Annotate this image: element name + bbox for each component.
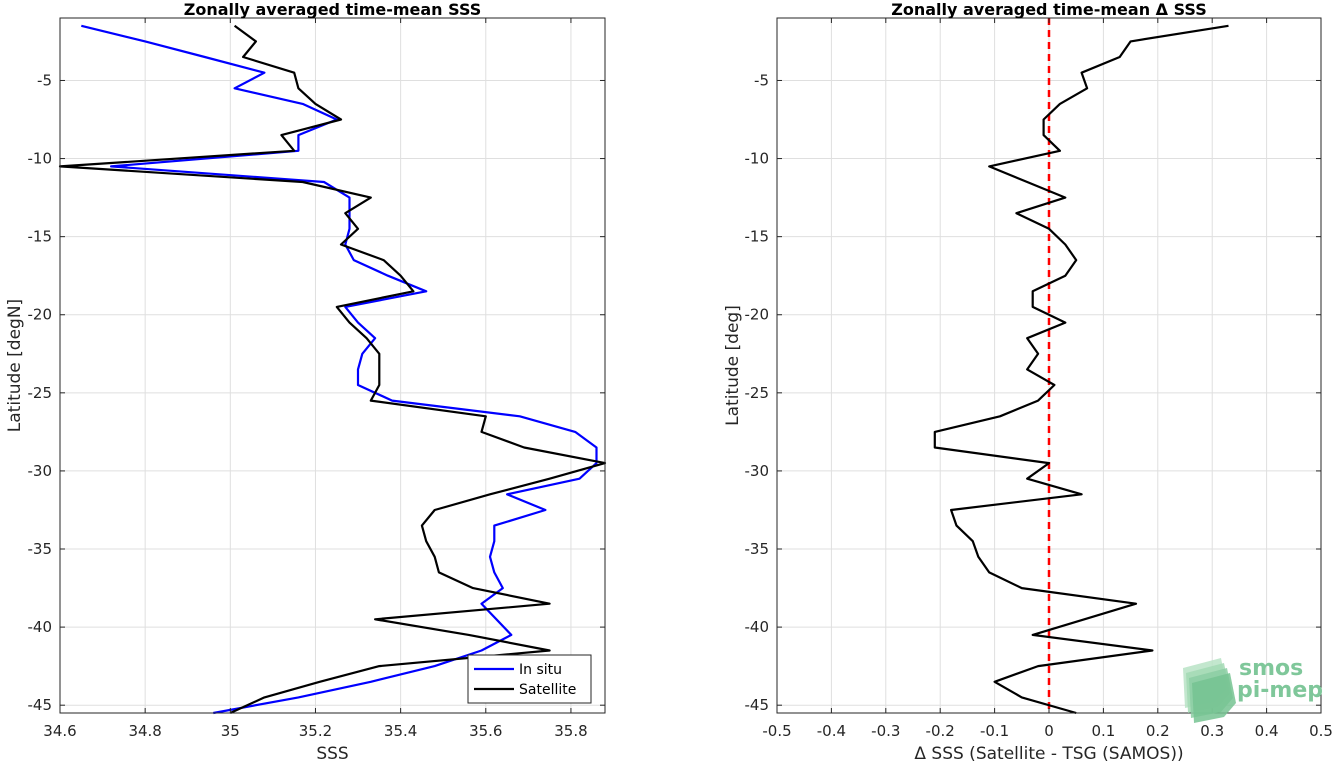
x-axis-label: Δ SSS (Satellite - TSG (SAMOS)) [914, 744, 1183, 764]
x-tick-label: 0.4 [1255, 722, 1279, 740]
legend-entry: In situ [519, 662, 562, 678]
legend: In situ Satellite [467, 654, 592, 704]
logo-text-smos: smos [1239, 656, 1303, 681]
legend-box [467, 654, 592, 704]
x-tick-label: 34.6 [43, 722, 76, 740]
y-tick-label: -45 [28, 696, 53, 714]
x-tick-label: -0.5 [762, 722, 791, 740]
x-tick-label: 35.6 [469, 722, 502, 740]
x-tick-label: 0.3 [1200, 722, 1224, 740]
x-tick-label: 35.4 [384, 722, 417, 740]
x-tick-label: -0.2 [926, 722, 955, 740]
x-tick-label: 0.1 [1091, 722, 1115, 740]
y-tick-label: -25 [28, 384, 53, 402]
chart-title: Zonally averaged time-mean Δ SSS [891, 0, 1207, 19]
series-line-in-situ [81, 24, 598, 715]
y-tick-label: -10 [745, 150, 770, 168]
y-tick-label: -5 [37, 71, 52, 89]
y-tick-label: -35 [745, 540, 770, 558]
left-axes: 34.6 34.8 35 35.2 35.4 35.6 35.8 -5 -10 -15 -20 -25… [5, 0, 607, 764]
legend-entry: Satellite [519, 682, 576, 698]
y-tick-label: -30 [28, 462, 53, 480]
chart-title: Zonally averaged time-mean SSS [184, 0, 482, 19]
x-tick-label: -0.1 [980, 722, 1009, 740]
right-axes: -0.5 -0.4 -0.3 -0.2 -0.1 0 0.1 0.2 0.3 0.4 0.5 -5 -1… [723, 0, 1333, 764]
y-tick-label: -45 [745, 696, 770, 714]
series-line [933, 24, 1229, 715]
x-tick-label: 35.2 [299, 722, 332, 740]
y-tick-label: -40 [745, 618, 770, 636]
x-tick-label: 0.5 [1309, 722, 1333, 740]
x-tick-label: 35 [221, 722, 240, 740]
x-tick-label: -0.3 [871, 722, 900, 740]
x-tick-label: 34.8 [128, 722, 161, 740]
y-axis-label: Latitude [deg] [723, 305, 743, 426]
x-axis-label: SSS [316, 744, 348, 764]
x-tick-label: 0.2 [1146, 722, 1170, 740]
x-tick-label: 35.8 [554, 722, 587, 740]
x-tick-label: 0 [1044, 722, 1054, 740]
y-tick-label: -15 [745, 228, 770, 246]
y-tick-label: -15 [28, 228, 53, 246]
x-tick-label: -0.4 [817, 722, 846, 740]
y-tick-label: -5 [754, 71, 769, 89]
logo-text-pi-mep: pi-mep [1237, 678, 1323, 703]
y-tick-label: -20 [28, 306, 53, 324]
logo-wave-shape [1192, 673, 1236, 723]
axes-frame [59, 17, 606, 714]
y-tick-label: -20 [745, 306, 770, 324]
y-tick-label: -25 [745, 384, 770, 402]
series-line-satellite [58, 24, 607, 715]
y-tick-label: -10 [28, 150, 53, 168]
y-tick-label: -30 [745, 462, 770, 480]
y-tick-label: -40 [28, 618, 53, 636]
y-tick-label: -35 [28, 540, 53, 558]
y-axis-label: Latitude [degN] [5, 299, 25, 432]
